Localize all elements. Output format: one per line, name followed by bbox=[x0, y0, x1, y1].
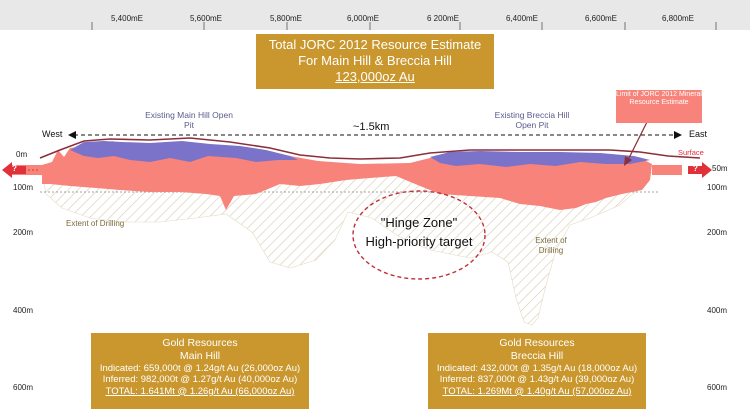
left-open-arrow bbox=[2, 162, 26, 178]
breccia-hill-pit-label: Existing Breccia Hill Open Pit bbox=[494, 110, 570, 131]
depth-label-left: 400m bbox=[13, 306, 34, 315]
right-mineral-band bbox=[652, 165, 682, 175]
depth-label-right: 100m bbox=[707, 183, 728, 192]
main-hill-heading: Gold Resources bbox=[162, 337, 238, 349]
breccia-hill-resource-box: Gold Resources Breccia Hill Indicated: 4… bbox=[428, 333, 646, 409]
distance-label: ~1.5km bbox=[353, 121, 390, 133]
right-open-arrow bbox=[688, 162, 712, 178]
breccia-hill-name: Breccia Hill bbox=[510, 349, 564, 362]
hinge-zone-label: "Hinge Zone" High-priority target bbox=[353, 214, 485, 252]
question-mark-right: ? bbox=[693, 164, 698, 173]
easting-label: 6,000mE bbox=[347, 14, 380, 23]
drilling-label-right: Extent of Drilling bbox=[535, 236, 567, 255]
depth-label-left: 0m bbox=[16, 150, 28, 159]
depth-label-left: 600m bbox=[13, 383, 34, 392]
breccia-hill-pit bbox=[430, 151, 650, 167]
extent-of-drilling bbox=[41, 171, 653, 326]
depth-label-right: 50m bbox=[712, 164, 728, 173]
breccia-hill-heading: Gold Resources bbox=[499, 337, 575, 349]
depth-label-left: 100m bbox=[13, 183, 34, 192]
easting-label: 6,600mE bbox=[585, 14, 618, 23]
breccia-hill-indicated: Indicated: 432,000t @ 1.35g/t Au (18,000… bbox=[436, 362, 638, 374]
surface-line bbox=[39, 137, 701, 160]
easting-label: 5,400mE bbox=[111, 14, 144, 23]
title-line-1: Total JORC 2012 Resource Estimate bbox=[268, 37, 482, 52]
depth-label-right: 200m bbox=[707, 228, 728, 237]
surface-label: Surface bbox=[678, 148, 704, 157]
easting-label: 6,400mE bbox=[506, 14, 539, 23]
jorc-limit-label: Limit of JORC 2012 Mineral Resource Esti… bbox=[616, 90, 702, 123]
hinge-line-1: "Hinge Zone" bbox=[380, 215, 458, 230]
easting-label: 5,800mE bbox=[270, 14, 303, 23]
main-hill-indicated: Indicated: 659,000t @ 1.24g/t Au (26,000… bbox=[99, 362, 301, 374]
breccia-hill-inferred: Inferred: 837,000t @ 1.43g/t Au (39,000o… bbox=[439, 374, 635, 386]
east-label: East bbox=[689, 129, 708, 139]
drilling-label-left: Extent of Drilling bbox=[66, 219, 125, 228]
breccia-hill-total: TOTAL: 1.269Mt @ 1.40g/t Au (57,000oz Au… bbox=[442, 385, 632, 397]
question-mark-left: ? bbox=[12, 164, 17, 173]
hinge-zone-ellipse bbox=[352, 190, 486, 280]
title-line-2: For Main Hill & Breccia Hill bbox=[298, 52, 452, 68]
main-hill-pit bbox=[70, 141, 298, 162]
depth-label-left: 200m bbox=[13, 228, 34, 237]
main-hill-pit-label: Existing Main Hill Open Pit bbox=[145, 110, 233, 131]
depth-label-right: 600m bbox=[707, 383, 728, 392]
main-hill-total: TOTAL: 1.641Mt @ 1.26g/t Au (66,000oz Au… bbox=[105, 385, 295, 397]
hinge-line-2: High-priority target bbox=[365, 233, 473, 249]
west-label: West bbox=[42, 129, 63, 139]
title-total: 123,000oz Au bbox=[335, 68, 415, 84]
depth-label-right: 400m bbox=[707, 306, 728, 315]
easting-label: 5,600mE bbox=[190, 14, 223, 23]
main-hill-resource-box: Gold Resources Main Hill Indicated: 659,… bbox=[91, 333, 309, 409]
total-resource-box: Total JORC 2012 Resource Estimate For Ma… bbox=[256, 34, 494, 89]
main-hill-inferred: Inferred: 982,000t @ 1.27g/t Au (40,000o… bbox=[102, 374, 298, 386]
easting-label: 6 200mE bbox=[427, 14, 460, 23]
easting-label: 6,800mE bbox=[662, 14, 695, 23]
main-hill-name: Main Hill bbox=[179, 349, 221, 362]
